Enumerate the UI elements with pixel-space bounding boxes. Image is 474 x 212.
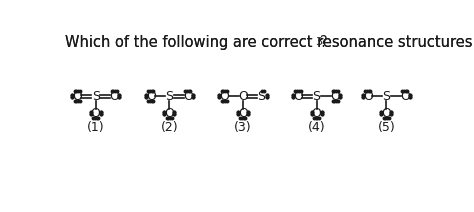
- Text: S: S: [91, 90, 100, 103]
- Text: Which of the following are correct resonance structures of SO: Which of the following are correct reson…: [65, 35, 474, 50]
- Text: O: O: [330, 90, 340, 103]
- Text: S: S: [257, 90, 265, 103]
- Text: O: O: [400, 90, 410, 103]
- Text: Which of the following are correct resonance structures of SO: Which of the following are correct reson…: [65, 35, 474, 50]
- Text: (5): (5): [377, 121, 395, 134]
- Text: O: O: [219, 90, 229, 103]
- Text: S: S: [383, 90, 390, 103]
- Text: O: O: [91, 107, 100, 120]
- Text: O: O: [382, 107, 391, 120]
- Text: O: O: [164, 107, 174, 120]
- Text: ?: ?: [319, 35, 327, 50]
- Text: (2): (2): [161, 121, 178, 134]
- Text: O: O: [238, 107, 248, 120]
- Text: O: O: [238, 90, 248, 103]
- Text: O: O: [109, 90, 119, 103]
- Text: S: S: [165, 90, 173, 103]
- Text: O: O: [183, 90, 193, 103]
- Text: O: O: [311, 107, 321, 120]
- Text: (4): (4): [308, 121, 325, 134]
- Text: (1): (1): [87, 121, 104, 134]
- Text: 3: 3: [315, 37, 322, 47]
- Text: (3): (3): [234, 121, 252, 134]
- Text: O: O: [72, 90, 82, 103]
- Text: O: O: [146, 90, 155, 103]
- Text: O: O: [293, 90, 303, 103]
- Text: S: S: [312, 90, 320, 103]
- Text: O: O: [363, 90, 373, 103]
